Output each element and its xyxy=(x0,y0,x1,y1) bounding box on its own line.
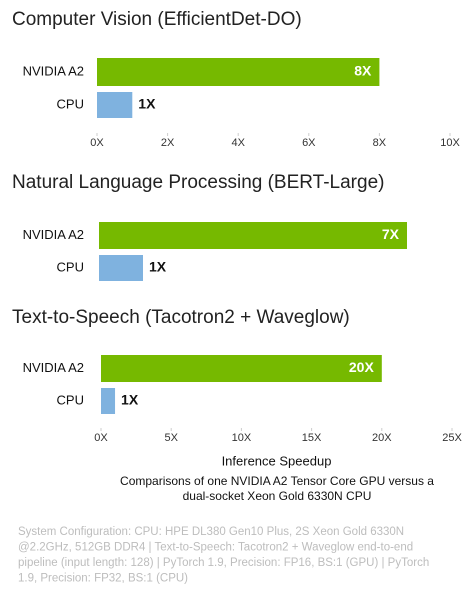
value-label: 1X xyxy=(149,259,167,275)
bar xyxy=(97,58,380,86)
chart-title: Computer Vision (EfficientDet-DO) xyxy=(12,9,302,30)
x-tick-label: 10X xyxy=(232,432,252,444)
bar xyxy=(101,355,382,382)
x-tick-label: 25X xyxy=(442,432,462,444)
x-tick-label: 20X xyxy=(372,432,392,444)
bar xyxy=(97,92,133,118)
footnote: @2.2GHz, 512GB DDR4 | Text-to-Speech: Ta… xyxy=(18,542,413,554)
value-label: 20X xyxy=(349,359,375,375)
x-tick-label: 2X xyxy=(161,137,175,149)
x-tick-label: 10X xyxy=(440,137,460,149)
bar xyxy=(101,388,116,414)
category-label: CPU xyxy=(57,259,84,274)
x-tick-label: 4X xyxy=(231,137,245,149)
bar xyxy=(99,255,143,281)
value-label: 1X xyxy=(138,96,156,112)
chart-title: Natural Language Processing (BERT-Large) xyxy=(12,172,384,193)
bar xyxy=(99,222,407,249)
x-tick-label: 6X xyxy=(302,137,316,149)
x-tick-label: 15X xyxy=(302,432,322,444)
x-tick-label: 5X xyxy=(164,432,178,444)
x-tick-label: 0X xyxy=(94,432,108,444)
footnote: 1.9, Precision: FP32, BS:1 (CPU) xyxy=(18,573,188,585)
category-label: NVIDIA A2 xyxy=(23,360,84,375)
category-label: NVIDIA A2 xyxy=(23,227,84,242)
category-label: CPU xyxy=(57,96,84,111)
x-tick-label: 8X xyxy=(373,137,387,149)
x-tick-label: 0X xyxy=(90,137,104,149)
x-axis-label: Inference Speedup xyxy=(222,453,332,468)
category-label: NVIDIA A2 xyxy=(23,63,84,78)
footnote: pipeline (input length: 128) | PyTorch 1… xyxy=(18,557,429,569)
category-label: CPU xyxy=(57,392,84,407)
caption: Comparisons of one NVIDIA A2 Tensor Core… xyxy=(120,474,434,488)
footnote: System Configuration: CPU: HPE DL380 Gen… xyxy=(18,526,404,538)
value-label: 8X xyxy=(354,63,372,79)
value-label: 1X xyxy=(121,392,139,408)
caption: dual-socket Xeon Gold 6330N CPU xyxy=(183,489,372,503)
chart-title: Text-to-Speech (Tacotron2 + Waveglow) xyxy=(12,307,350,328)
value-label: 7X xyxy=(382,226,400,242)
